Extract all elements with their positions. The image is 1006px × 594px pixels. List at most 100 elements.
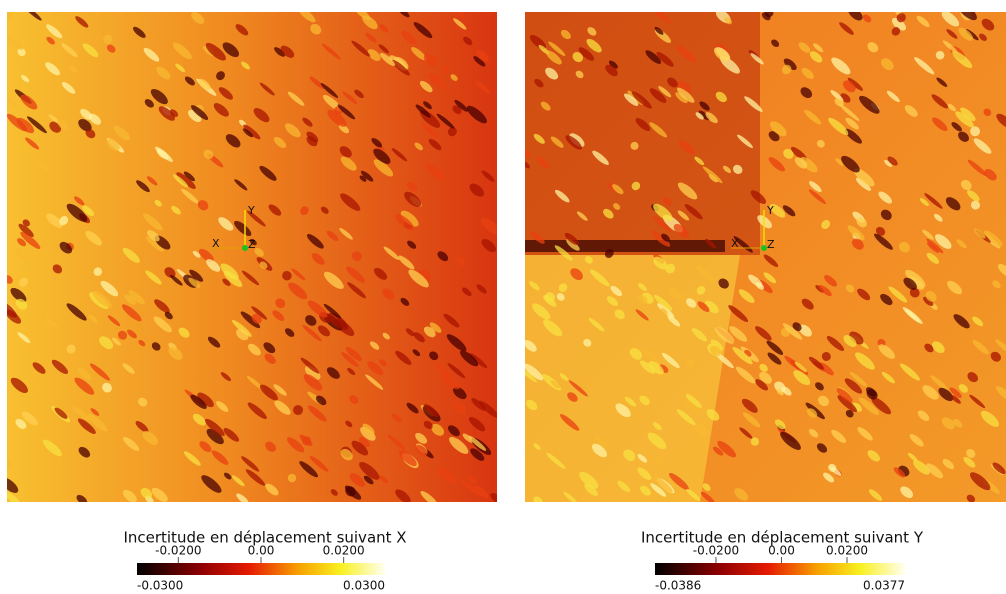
- blob: [288, 282, 308, 300]
- blob: [525, 340, 537, 352]
- blob: [969, 394, 986, 409]
- blob: [908, 276, 924, 290]
- blob: [133, 26, 146, 38]
- blob: [77, 367, 92, 381]
- blob: [567, 392, 578, 402]
- blob: [931, 94, 949, 109]
- blob: [407, 181, 418, 192]
- blob: [197, 392, 214, 408]
- blob: [317, 325, 331, 337]
- blob: [461, 287, 472, 297]
- blob: [143, 213, 163, 231]
- blob: [744, 96, 763, 112]
- blob: [468, 435, 487, 451]
- blob: [164, 267, 176, 278]
- blob: [106, 138, 120, 151]
- blob: [236, 328, 249, 341]
- blob: [624, 396, 637, 407]
- blob: [147, 230, 160, 242]
- blob: [391, 59, 410, 76]
- blob: [835, 158, 844, 166]
- blob: [423, 101, 432, 110]
- blob: [189, 269, 204, 282]
- blob: [156, 66, 171, 80]
- blob: [441, 469, 457, 482]
- blob: [972, 316, 984, 327]
- blob: [231, 475, 245, 487]
- blob: [855, 352, 875, 370]
- blob: [305, 365, 321, 380]
- blob: [112, 337, 121, 346]
- blob: [203, 149, 214, 160]
- blob: [414, 142, 423, 151]
- blob: [629, 348, 643, 360]
- blob: [831, 429, 847, 443]
- blob: [85, 128, 96, 139]
- blob: [395, 489, 411, 502]
- blob: [45, 62, 60, 76]
- blob: [121, 304, 142, 322]
- blob: [783, 58, 797, 71]
- blob: [251, 313, 262, 324]
- blob: [423, 53, 438, 67]
- blob: [533, 496, 543, 502]
- blob: [241, 61, 250, 70]
- blob: [676, 409, 696, 426]
- blob: [345, 486, 356, 497]
- blob: [241, 270, 260, 286]
- blob: [603, 208, 614, 219]
- blob: [767, 352, 782, 365]
- blob: [395, 214, 415, 231]
- blob: [654, 26, 664, 35]
- blob: [259, 384, 278, 401]
- blob: [684, 204, 703, 220]
- blob: [253, 108, 270, 123]
- blob: [20, 94, 38, 110]
- blob: [887, 156, 898, 166]
- blob: [102, 382, 112, 393]
- blob: [321, 43, 341, 60]
- blob: [735, 366, 756, 384]
- blob: [550, 380, 561, 389]
- blob: [856, 177, 872, 191]
- blob: [853, 168, 875, 187]
- blob: [145, 270, 162, 285]
- blob: [447, 127, 457, 137]
- blob: [216, 71, 225, 81]
- blob: [583, 338, 592, 347]
- blob: [431, 423, 445, 436]
- blob: [455, 256, 466, 267]
- blob: [938, 387, 954, 402]
- blob: [742, 412, 761, 428]
- blob: [660, 308, 668, 315]
- blob: [213, 103, 229, 117]
- blob: [89, 363, 111, 381]
- blob: [421, 123, 440, 139]
- blob: [558, 283, 568, 292]
- blob: [973, 138, 992, 154]
- blob: [264, 353, 276, 364]
- blob: [675, 92, 688, 104]
- blob: [383, 246, 400, 261]
- blob: [88, 113, 102, 125]
- blob: [867, 450, 880, 462]
- blob: [242, 128, 254, 138]
- blob: [92, 290, 112, 308]
- blob: [345, 420, 353, 428]
- blob: [560, 29, 571, 40]
- blob: [15, 418, 27, 429]
- blob: [22, 219, 31, 227]
- blob: [349, 473, 365, 487]
- blob: [400, 210, 419, 227]
- blob: [82, 205, 95, 217]
- blob: [741, 398, 758, 413]
- blob: [766, 340, 784, 355]
- blob: [955, 111, 974, 128]
- blob: [695, 112, 704, 120]
- blob: [61, 82, 76, 94]
- blob: [584, 256, 593, 264]
- blob: [729, 326, 748, 342]
- blob: [576, 211, 588, 221]
- blob: [776, 389, 784, 396]
- blob: [650, 483, 667, 497]
